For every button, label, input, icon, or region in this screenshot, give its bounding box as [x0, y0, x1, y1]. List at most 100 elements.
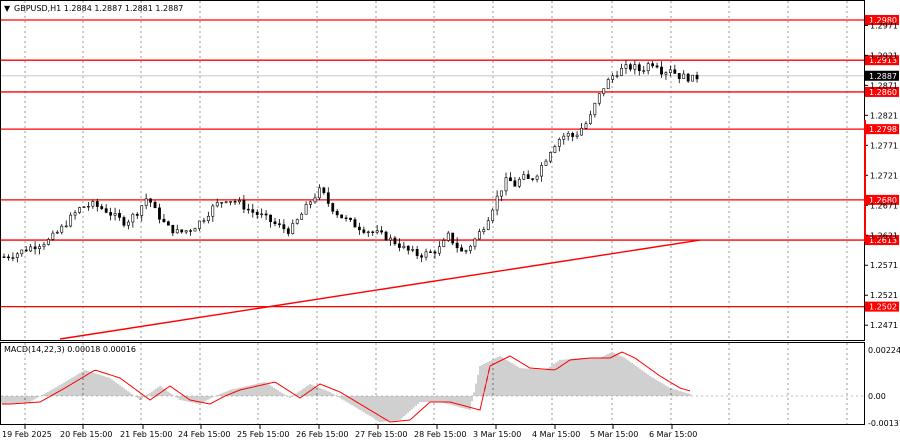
candle-body [660, 66, 663, 75]
candle-body [575, 134, 579, 137]
candle-body [571, 132, 575, 137]
candle-body [624, 64, 628, 69]
candle-body [33, 246, 37, 249]
candle-body [522, 174, 526, 180]
level-price-tag [865, 124, 899, 135]
candle-body [362, 229, 366, 233]
macd-panel-frame [0, 342, 865, 425]
level-price-label: 1.2613 [869, 236, 897, 245]
level-price-label: 1.2860 [869, 88, 897, 97]
candle-body [73, 212, 77, 216]
candle-body [273, 221, 277, 225]
trendline-layer[interactable] [59, 239, 701, 340]
candle-body [531, 178, 535, 180]
candle-body [153, 201, 157, 209]
price-tick-label: 1.2871 [870, 81, 898, 90]
candle-body [655, 65, 659, 68]
candle-body [344, 217, 348, 219]
candle-body [198, 220, 201, 229]
candle-body [664, 72, 668, 75]
candle-body [15, 253, 19, 258]
candle-body [144, 198, 148, 206]
candle-body [24, 249, 28, 252]
candle-body [535, 175, 539, 180]
candle-body [229, 201, 232, 203]
candle-body [406, 245, 410, 251]
candle-body [55, 231, 59, 234]
candle-body [335, 210, 339, 216]
price-tick-label: 1.2971 [870, 21, 898, 30]
candle-body [415, 249, 419, 256]
candle-body [64, 225, 68, 228]
price-tick-label: 1.2621 [870, 231, 898, 240]
ascending-trendline[interactable] [59, 239, 701, 340]
candle-body [375, 230, 379, 233]
candle-body [51, 232, 55, 240]
candle-body [397, 243, 401, 248]
candle-body [131, 213, 135, 223]
candle-body [651, 63, 655, 67]
candle-body [340, 214, 344, 219]
candle-body [118, 213, 121, 218]
candle-body [584, 123, 588, 129]
time-tick-label: 24 Feb 15:00 [178, 430, 230, 439]
time-tick-label: 3 Mar 15:00 [473, 430, 521, 439]
time-tick-label: 19 Feb 2025 [2, 430, 52, 439]
candle-body [7, 256, 10, 259]
candle-body [442, 240, 446, 248]
macd-tick-label: 0.00 [868, 392, 886, 401]
candle-body [402, 245, 406, 248]
candle-body [215, 202, 219, 207]
level-price-tag [865, 235, 899, 246]
candle-body [557, 139, 561, 147]
candle-body [482, 229, 486, 232]
level-price-label: 1.2913 [869, 56, 897, 65]
support-resistance-levels[interactable]: 1.2980 1.2913 1.2860 1.2798 1.2680 1.2613 1.25… [1, 14, 899, 312]
candle-body [38, 246, 41, 249]
candle-body [113, 213, 117, 216]
candle-body [184, 230, 188, 233]
macd-histogram [1, 351, 691, 423]
candle-body [349, 217, 352, 220]
candle-body [353, 219, 357, 228]
candle-body [206, 215, 210, 221]
candle-body [318, 187, 321, 199]
time-tick-label: 26 Feb 15:00 [296, 430, 348, 439]
candle-body [473, 238, 477, 247]
candle-body [211, 205, 215, 217]
candle-body [162, 218, 166, 222]
candle-body [11, 257, 15, 259]
candle-body [104, 208, 108, 213]
candle-body [566, 132, 570, 137]
candle-body [424, 251, 428, 258]
candle-body [69, 214, 73, 227]
macd-signal-line [2, 351, 691, 423]
level-price-tag [865, 55, 899, 66]
candlesticks [2, 59, 699, 263]
candle-body [193, 228, 197, 232]
candle-body [326, 192, 330, 204]
candle-body [495, 195, 499, 211]
candle-body [166, 221, 170, 226]
time-tick-label: 27 Feb 15:00 [355, 430, 407, 439]
candle-body [464, 250, 468, 252]
level-price-label: 1.2680 [869, 196, 897, 205]
level-price-label: 1.2798 [869, 125, 897, 134]
candle-body [513, 180, 517, 187]
candle-body [189, 230, 192, 232]
symbol-dropdown-icon[interactable]: ▼ [4, 4, 11, 13]
candle-body [246, 208, 250, 211]
price-tick-label: 1.2721 [870, 171, 898, 180]
price-tick-label: 1.2671 [870, 201, 898, 210]
candle-body [366, 231, 370, 233]
candle-body [260, 213, 264, 216]
candle-body [611, 75, 615, 80]
candle-body [358, 226, 361, 231]
candle-body [562, 135, 566, 140]
price-axis: 1.2971 1.2921 1.2871 1.2821 1.2771 1.2721 1.26… [864, 21, 900, 428]
level-price-tag [865, 86, 899, 97]
time-tick-label: 21 Feb 15:00 [120, 430, 172, 439]
candle-body [668, 69, 672, 73]
